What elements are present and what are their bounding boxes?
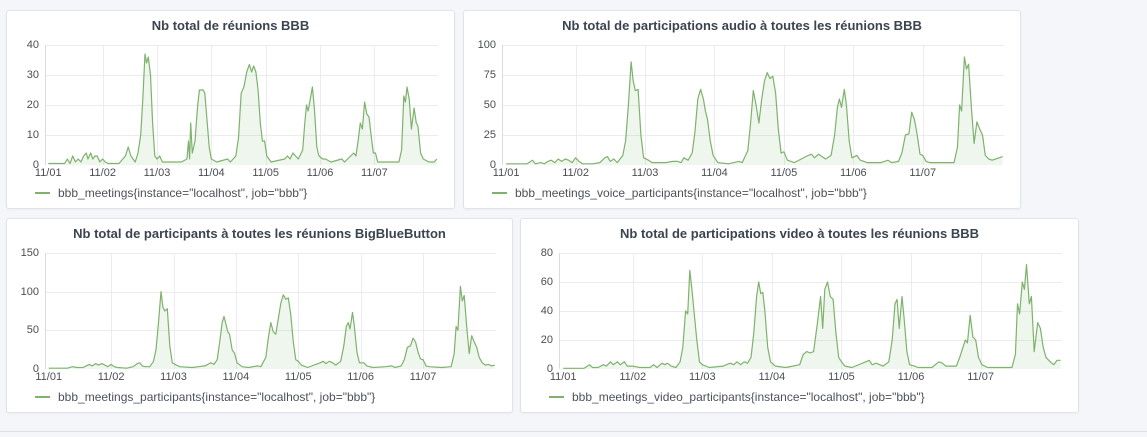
panel-total-meetings: Nb total de réunions BBB 0 10 20 30 40 11/01…: [6, 10, 455, 209]
timeseries-svg: [45, 45, 438, 165]
x-tick-label: 11/05: [828, 371, 855, 383]
x-tick-label: 11/05: [252, 167, 280, 179]
y-tick-label: 0: [32, 159, 39, 171]
series-area-fill: [48, 54, 437, 165]
panel-title[interactable]: Nb total de participants à toutes les ré…: [73, 226, 446, 241]
panel-title[interactable]: Nb total de participations video à toute…: [620, 226, 979, 241]
legend-series-label[interactable]: bbb_meetings_video_participants{instance…: [572, 390, 925, 404]
y-tick-label: 10: [26, 129, 39, 141]
legend-series-line-icon: [549, 396, 564, 398]
y-axis: 0 50 100 150: [15, 247, 45, 375]
series-line: [563, 264, 1061, 369]
series-area-fill: [563, 264, 1061, 369]
legend: bbb_meetings{instance="localhost", job="…: [15, 182, 446, 204]
series-line: [48, 285, 495, 369]
y-tick-label: 0: [546, 363, 553, 375]
series-line: [506, 56, 1003, 165]
plot-area[interactable]: [502, 45, 1004, 165]
x-tick-label: 11/06: [897, 371, 925, 383]
legend: bbb_meetings_voice_participants{instance…: [472, 182, 1012, 204]
y-axis: 0 10 20 30 40: [15, 39, 45, 171]
x-axis: 11/01 11/02 11/03 11/04 11/05 11/06 11/07: [35, 369, 496, 386]
plot-area[interactable]: [45, 45, 438, 165]
y-tick-label: 40: [540, 305, 553, 317]
x-tick-label: 11/04: [222, 371, 250, 383]
series-line: [48, 53, 438, 165]
x-axis: 11/01 11/02 11/03 11/04 11/05 11/06 11/07: [35, 165, 438, 182]
legend-series-label[interactable]: bbb_meetings_voice_participants{instance…: [515, 186, 867, 200]
legend: bbb_meetings_video_participants{instance…: [529, 386, 1070, 408]
x-tick-label: 11/03: [143, 167, 171, 179]
x-tick-label: 11/07: [409, 371, 437, 383]
x-tick-label: 11/04: [197, 167, 225, 179]
y-tick-label: 20: [26, 99, 39, 111]
y-axis: 0 20 40 60 80: [529, 247, 559, 375]
x-tick-label: 11/06: [839, 167, 867, 179]
panel-total-participants: Nb total de participants à toutes les ré…: [6, 218, 513, 413]
x-tick-label: 11/01: [34, 167, 62, 179]
x-tick-label: 11/03: [160, 371, 187, 383]
y-tick-label: 20: [540, 334, 553, 346]
x-tick-label: 11/07: [909, 167, 937, 179]
x-tick-label: 11/07: [361, 167, 388, 179]
plot-area[interactable]: [559, 253, 1062, 369]
x-tick-label: 11/06: [347, 371, 374, 383]
legend-series-line-icon: [35, 192, 50, 194]
y-tick-label: 60: [540, 276, 553, 288]
x-tick-label: 11/02: [562, 167, 589, 179]
legend: bbb_meetings_participants{instance="loca…: [15, 386, 504, 408]
timeseries-svg: [559, 253, 1062, 369]
panel-title[interactable]: Nb total de participations audio à toute…: [562, 18, 922, 33]
timeseries-svg: [45, 253, 496, 369]
series-area-fill: [506, 57, 1003, 165]
y-tick-label: 50: [483, 99, 496, 111]
x-tick-label: 11/01: [549, 371, 577, 383]
x-tick-label: 11/02: [97, 371, 125, 383]
x-tick-label: 11/06: [306, 167, 334, 179]
panel-audio-participations: Nb total de participations audio à toute…: [463, 10, 1021, 209]
y-tick-label: 40: [26, 39, 39, 51]
x-tick-label: 11/03: [631, 167, 659, 179]
panel-title[interactable]: Nb total de réunions BBB: [151, 18, 310, 33]
legend-series-line-icon: [492, 192, 507, 194]
x-axis: 11/01 11/02 11/03 11/04 11/05 11/06 11/07: [493, 165, 1004, 182]
y-tick-label: 80: [540, 247, 553, 259]
x-tick-label: 11/07: [967, 371, 994, 383]
y-tick-label: 50: [26, 324, 39, 337]
x-tick-label: 11/03: [688, 371, 716, 383]
x-tick-label: 11/05: [770, 167, 798, 179]
legend-series-label[interactable]: bbb_meetings_participants{instance="loca…: [58, 390, 376, 404]
x-tick-label: 11/05: [284, 371, 312, 383]
y-tick-label: 100: [477, 39, 496, 51]
y-tick-label: 25: [483, 129, 496, 141]
y-tick-label: 150: [20, 247, 39, 259]
y-tick-label: 30: [26, 69, 39, 81]
x-axis: 11/01 11/02 11/03 11/04 11/05 11/06 11/07: [550, 369, 1062, 386]
legend-series-line-icon: [35, 396, 50, 398]
x-tick-label: 11/02: [619, 371, 647, 383]
y-axis: 0 25 50 75 100: [472, 39, 502, 171]
panel-video-participations: Nb total de participations video à toute…: [520, 218, 1079, 413]
x-tick-label: 11/04: [701, 167, 728, 179]
legend-series-label[interactable]: bbb_meetings{instance="localhost", job="…: [58, 186, 308, 200]
timeseries-svg: [502, 45, 1004, 165]
y-tick-label: 75: [483, 69, 496, 81]
y-tick-label: 100: [20, 285, 39, 298]
x-tick-label: 11/01: [35, 371, 63, 383]
page-bottom-divider: [0, 431, 1147, 432]
plot-area[interactable]: [45, 253, 496, 369]
y-tick-label: 0: [32, 363, 39, 375]
x-tick-label: 11/04: [758, 371, 786, 383]
y-tick-label: 0: [489, 159, 496, 171]
x-tick-label: 11/01: [492, 167, 520, 179]
x-tick-label: 11/02: [89, 167, 116, 179]
